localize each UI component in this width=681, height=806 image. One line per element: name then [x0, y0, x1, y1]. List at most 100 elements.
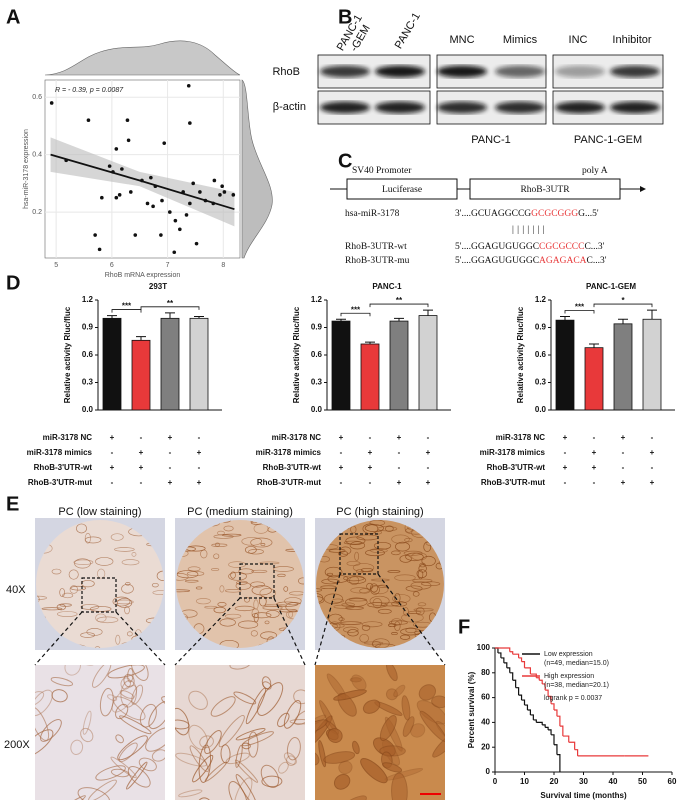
x-tick-label: 5 — [54, 262, 58, 269]
condition-sign: - — [593, 478, 596, 487]
survival-step — [559, 725, 564, 737]
condition-sign: - — [651, 463, 654, 472]
survival-step — [548, 729, 552, 735]
tissue-blob — [213, 534, 234, 539]
seq-seed: GCGCGGG — [531, 209, 578, 219]
tissue-blob — [260, 631, 277, 640]
survival-step — [530, 714, 534, 720]
tissue-blob — [119, 715, 152, 735]
y-tick-label: 0.9 — [311, 323, 323, 332]
tissue-texture — [175, 665, 305, 800]
condition-sign: - — [140, 433, 143, 442]
tissue-blob — [343, 626, 359, 633]
tissue-blob — [349, 677, 362, 683]
tissue-blob — [286, 737, 301, 761]
x-tick-label: 20 — [550, 777, 559, 786]
y-tick-label: 0.0 — [311, 405, 323, 414]
tissue-blob — [238, 620, 259, 629]
condition-sign: - — [398, 448, 401, 457]
tissue-blob — [421, 555, 436, 567]
survival-step — [551, 703, 555, 710]
tissue-blob — [124, 606, 130, 615]
tissue-blob — [184, 579, 199, 583]
blot-band — [375, 101, 425, 114]
tissue-blob — [283, 752, 297, 765]
condition-sign: - — [198, 433, 201, 442]
zoom-line — [174, 597, 241, 666]
tissue-blob — [324, 566, 343, 578]
promoter-label: SV40 Promoter — [352, 166, 412, 176]
condition-sign: + — [650, 448, 655, 457]
tissue-blob — [343, 575, 365, 582]
tissue-blob — [387, 570, 401, 573]
point — [126, 138, 131, 143]
point — [111, 170, 115, 174]
error-bar — [394, 317, 404, 322]
tissue-blob — [35, 729, 54, 758]
tissue-blob — [51, 689, 68, 703]
tissue-blob — [250, 537, 273, 548]
y-tick-label: 0.4 — [32, 151, 42, 158]
zoom-line — [314, 573, 341, 666]
survival-step — [536, 677, 540, 681]
seq-part: 5'....GGAGUGUGGC — [455, 256, 539, 266]
tissue-blob — [112, 596, 131, 607]
condition-label: RhoB-3'UTR-wt — [34, 463, 93, 472]
survival-step — [518, 657, 523, 662]
tissue-blob — [331, 623, 345, 628]
group-label: PANC-1 — [471, 134, 511, 146]
tissue-blob — [192, 754, 214, 783]
y-axis-label: Relative activity Rluc/fluc — [63, 306, 72, 403]
tissue-blob — [244, 597, 250, 603]
tissue-blob — [340, 621, 362, 625]
tissue-blob — [261, 775, 283, 788]
tissue-blob — [289, 718, 305, 725]
point — [168, 210, 172, 214]
tissue-blob — [393, 684, 406, 698]
tissue-blob — [297, 577, 304, 585]
condition-label: RhoB-3'UTR-wt — [263, 463, 322, 472]
survival-step — [503, 662, 508, 668]
tissue-blob — [115, 703, 129, 720]
tissue-blob — [176, 589, 191, 593]
tissue-blob — [235, 728, 266, 741]
tissue-blob — [410, 723, 426, 738]
panel-letter: C — [338, 150, 352, 172]
tissue-blob — [82, 710, 92, 735]
point — [220, 184, 224, 189]
zoom-box — [81, 577, 117, 613]
survival-step — [500, 657, 505, 663]
tissue-blob — [347, 629, 359, 637]
zoom-box — [239, 563, 275, 599]
point — [181, 190, 185, 194]
chart-title: PANC-1-GEM — [586, 282, 636, 291]
condition-sign: + — [368, 448, 373, 457]
point — [222, 190, 227, 194]
survival-step — [562, 735, 570, 743]
bar — [418, 315, 438, 411]
survival-step — [556, 754, 561, 772]
tissue-blob — [41, 607, 63, 611]
significance-label: ** — [167, 299, 174, 308]
y-tick-label: 0.9 — [535, 323, 547, 332]
condition-sign: - — [369, 478, 372, 487]
tissue-blob — [224, 589, 242, 593]
point — [186, 83, 191, 88]
column-label: PC (high staining) — [336, 506, 423, 518]
tissue-blob — [126, 761, 148, 790]
y-tick-label: 40 — [481, 718, 490, 727]
survival-step — [524, 667, 531, 675]
tissue-blob — [56, 611, 78, 617]
pairing: ||||||| — [512, 225, 548, 235]
panel-letter: B — [338, 6, 352, 28]
tissue-blob — [391, 632, 398, 636]
x-tick-label: 40 — [609, 777, 618, 786]
tissue-blob — [412, 591, 420, 597]
tissue-blob — [250, 581, 265, 588]
tissue-blob — [348, 598, 367, 602]
tissue-blob — [80, 603, 100, 610]
tissue-blob — [385, 525, 394, 532]
panel-letter: E — [6, 493, 19, 515]
blot-band — [320, 101, 370, 114]
tissue-blob — [385, 688, 398, 701]
